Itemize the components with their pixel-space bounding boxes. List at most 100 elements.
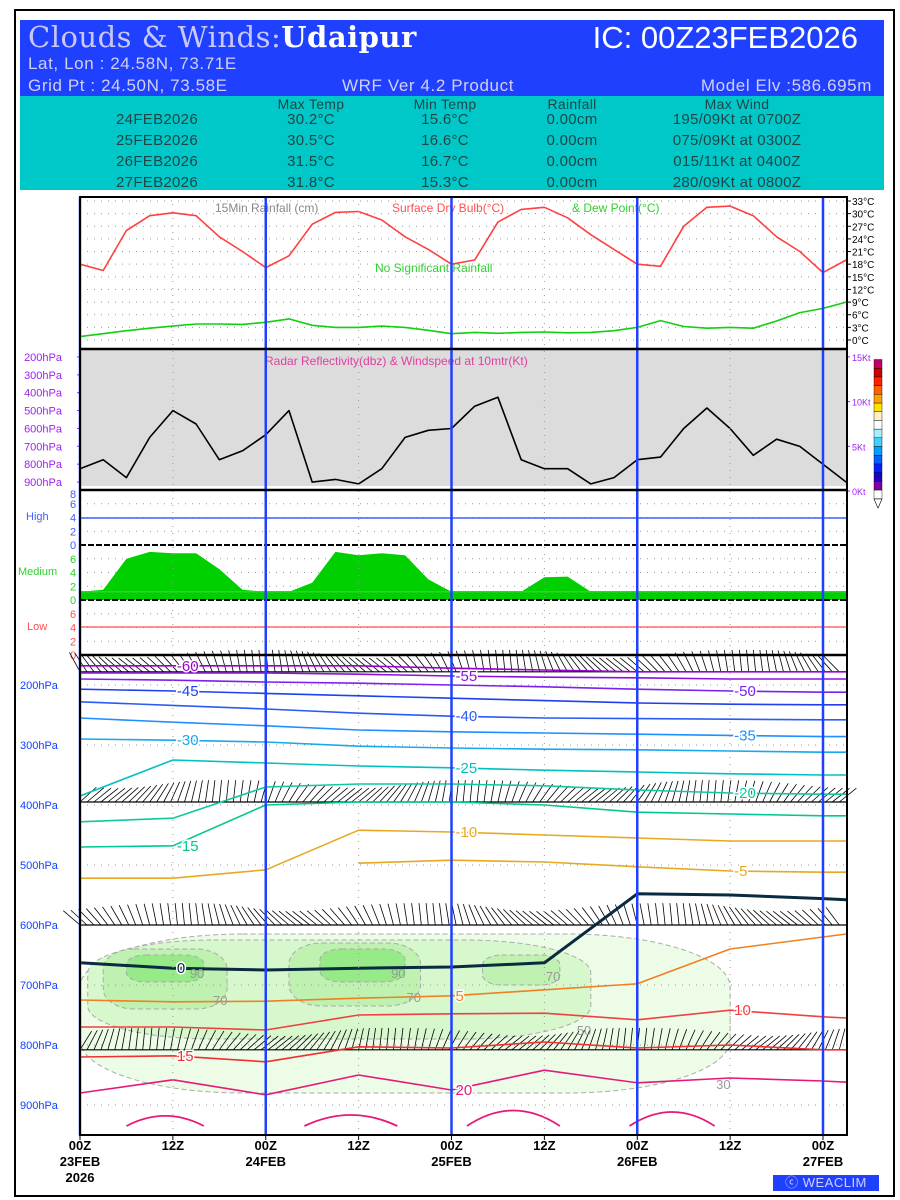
pressure-tick-label: 400hPa <box>24 388 63 400</box>
wind-barb <box>662 903 666 926</box>
wind-barb <box>121 1028 127 1050</box>
wind-barb <box>439 903 443 926</box>
wind-barb <box>543 910 561 926</box>
wind-barb <box>265 909 283 926</box>
wind-barb <box>295 783 309 803</box>
wind-barb <box>639 903 645 926</box>
dew-point-line <box>79 301 847 338</box>
x-tick-label-date: 24FEB <box>246 1154 286 1169</box>
wind-barb <box>383 657 401 673</box>
model-elevation: Model Elv :586.695m <box>700 76 872 95</box>
wind-barb <box>372 1027 376 1050</box>
wind-barb <box>817 655 833 673</box>
wind-barb <box>251 649 255 672</box>
wind-barb <box>316 786 333 803</box>
wind-barb <box>457 903 464 926</box>
wind-barb <box>469 780 473 803</box>
wind-barb <box>79 786 97 803</box>
title-prefix: Clouds & Winds: <box>28 20 282 54</box>
copyright-badge: ⓒ WEACLIM <box>773 1175 879 1191</box>
wind-barb <box>509 909 527 926</box>
wind-tick-label: 0Kt <box>852 487 866 497</box>
header-banner: Clouds & Winds:Udaipur IC: 00Z23FEB2026 … <box>20 20 884 96</box>
wind-barb <box>573 654 589 673</box>
wind-barb <box>823 655 840 673</box>
wind-barb <box>553 1032 568 1051</box>
wind-barb <box>700 903 708 926</box>
wind-barb <box>769 782 781 803</box>
wind-barb <box>650 655 666 673</box>
summary-rain-cell: 0.00cm <box>546 111 598 128</box>
summary-date-cell: 27FEB2026 <box>116 174 198 190</box>
wind-barb <box>346 906 359 926</box>
wind-barb <box>400 783 413 803</box>
wind-barb <box>118 905 130 926</box>
wind-barb <box>358 787 376 803</box>
wind-barb <box>309 785 326 803</box>
wind-barb <box>100 1028 109 1050</box>
wind-barb <box>723 905 736 926</box>
wind-barb <box>650 782 662 803</box>
wind-barb <box>441 1029 452 1050</box>
wind-barb <box>712 904 722 926</box>
summary-max-cell: 30.2°C <box>287 111 335 128</box>
wind-barb <box>622 1027 627 1050</box>
summary-wind-cell: 075/09Kt at 0300Z <box>672 132 802 149</box>
col-header-max-wind: Max Wind <box>704 96 770 112</box>
wind-barb <box>230 904 241 926</box>
cloud-tick-label: 2 <box>70 581 76 593</box>
wind-barb <box>306 910 325 926</box>
wind-barb <box>135 1027 139 1050</box>
wind-barb <box>151 903 158 926</box>
grid-point: Grid Pt : 24.50N, 73.58E <box>28 76 228 95</box>
y-tick-label-temp: 18°C <box>852 260 874 271</box>
wind-barb <box>574 1030 585 1050</box>
wind-barb <box>299 910 318 926</box>
x-tick-label-time: 12Z <box>162 1138 184 1153</box>
wind-barb <box>258 649 262 672</box>
wind-barb <box>790 1033 806 1051</box>
x-tick-label-time: 12Z <box>347 1138 369 1153</box>
wind-barb <box>163 1027 168 1050</box>
colorbar-swatch <box>873 437 883 447</box>
wind-barb <box>135 785 152 803</box>
wind-barb <box>212 1030 225 1051</box>
wind-barb <box>184 780 192 803</box>
wind-barb <box>309 1032 325 1051</box>
wind-tick-label: 5Kt <box>852 442 866 452</box>
wind-barb <box>376 657 394 673</box>
wind-barb <box>118 657 136 673</box>
wind-barb <box>142 1027 146 1050</box>
wind-barb <box>86 787 105 803</box>
rh-contour-label: 70 <box>213 993 227 1008</box>
x-tick-label-time: 00Z <box>69 1138 91 1153</box>
no-rainfall-annotation: No Significant Rainfall <box>375 261 492 275</box>
wind-barb <box>773 910 791 926</box>
y-tick-label-temp: 6°C <box>852 311 869 322</box>
cloud-band-label-medium: Medium <box>18 566 57 578</box>
wind-barb <box>522 649 527 672</box>
wind-barb <box>511 781 520 803</box>
isotherm-label: 15 <box>177 1048 194 1065</box>
wind-barb <box>110 905 123 926</box>
wind-barb <box>825 907 840 926</box>
radar-wind-title: Radar Reflectivity(dbz) & Windspeed at 1… <box>265 354 528 368</box>
wind-barb <box>318 653 332 673</box>
wind-barb <box>734 907 750 926</box>
col-header-min-temp: Min Temp <box>413 96 477 112</box>
wind-barb <box>329 908 345 926</box>
wind-barb <box>746 649 750 672</box>
wind-barb <box>253 780 260 803</box>
wind-barb <box>581 787 599 803</box>
wind-barb <box>422 653 436 673</box>
wind-barb <box>159 903 164 926</box>
summary-max-cell: 30.5°C <box>287 132 335 149</box>
y-tick-label-temp: 33°C <box>852 197 874 208</box>
wind-barb <box>623 903 631 926</box>
rh-contour-label: 70 <box>407 990 421 1005</box>
y-tick-label-temp: 21°C <box>852 248 874 259</box>
isotherm-25-arc <box>466 1109 561 1127</box>
wind-barb <box>657 781 668 803</box>
wind-barb <box>274 1035 293 1051</box>
y-tick-label-temp: 0°C <box>852 336 869 347</box>
